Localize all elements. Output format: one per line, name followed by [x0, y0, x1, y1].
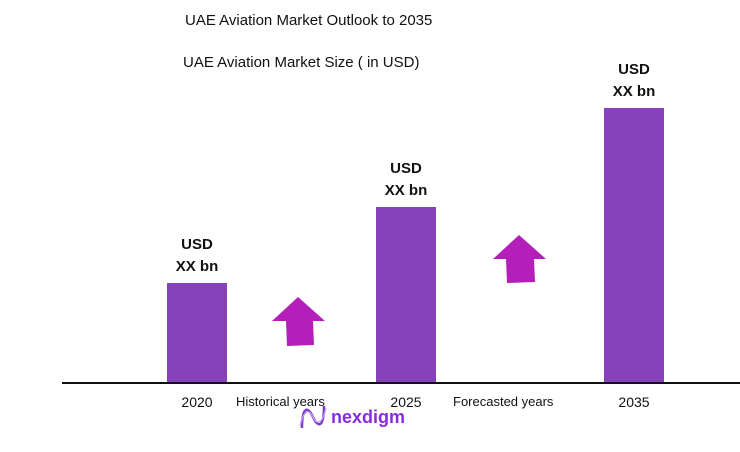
growth-arrow-icon	[493, 235, 546, 283]
chart-subtitle: UAE Aviation Market Size ( in USD)	[183, 54, 420, 71]
data-label-line1: USD	[618, 61, 650, 78]
period-label-historical: Historical years	[236, 394, 325, 409]
nexdigm-logo-text: nexdigm	[331, 406, 406, 427]
data-label: USD XX bn	[594, 59, 674, 103]
bar-2035	[604, 108, 664, 382]
data-label-line2: XX bn	[175, 258, 219, 275]
x-tick-label: 2020	[181, 394, 213, 410]
data-label-line2: XX bn	[384, 182, 428, 199]
period-label-forecasted: Forecasted years	[453, 394, 554, 409]
chart-title: UAE Aviation Market Outlook to 2035	[185, 12, 433, 29]
x-tick-label: 2035	[618, 394, 650, 410]
bar-2025	[376, 207, 436, 382]
data-label-line1: USD	[390, 160, 422, 177]
x-tick-label: 2025	[390, 394, 422, 410]
data-label-line2: XX bn	[612, 83, 656, 100]
data-label: USD XX bn	[157, 234, 237, 278]
data-label: USD XX bn	[366, 158, 446, 202]
data-label-line1: USD	[181, 236, 213, 253]
growth-arrow-icon	[272, 297, 325, 346]
nexdigm-logo-icon	[299, 405, 327, 429]
nexdigm-logo: nexdigm	[298, 404, 405, 430]
bar-2020	[167, 283, 227, 382]
